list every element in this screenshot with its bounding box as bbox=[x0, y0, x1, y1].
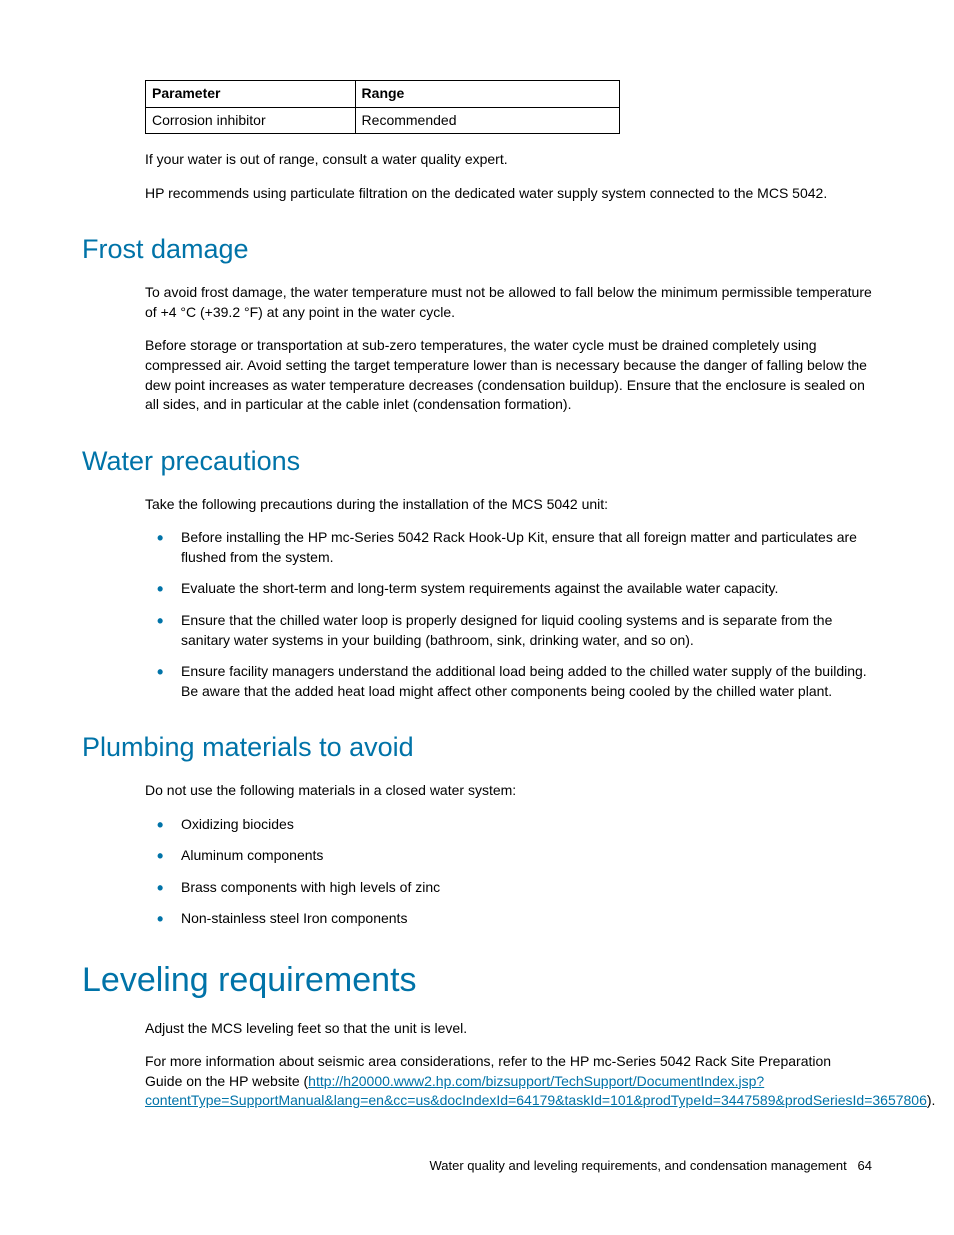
plumbing-materials-heading: Plumbing materials to avoid bbox=[82, 729, 872, 767]
list-item: Ensure that the chilled water loop is pr… bbox=[145, 611, 872, 650]
water-precautions-intro: Take the following precautions during th… bbox=[145, 495, 872, 515]
parameter-table: Parameter Range Corrosion inhibitor Reco… bbox=[145, 80, 620, 134]
footer-page-number: 64 bbox=[858, 1158, 872, 1173]
list-item: Non-stainless steel Iron components bbox=[145, 909, 872, 929]
list-item: Ensure facility managers understand the … bbox=[145, 662, 872, 701]
plumbing-materials-list: Oxidizing biocides Aluminum components B… bbox=[145, 815, 872, 929]
table-row: Corrosion inhibitor Recommended bbox=[146, 107, 620, 134]
list-item: Before installing the HP mc-Series 5042 … bbox=[145, 528, 872, 567]
list-item: Evaluate the short-term and long-term sy… bbox=[145, 579, 872, 599]
page-footer: Water quality and leveling requirements,… bbox=[429, 1157, 872, 1175]
footer-text: Water quality and leveling requirements,… bbox=[429, 1158, 846, 1173]
frost-paragraph-1: To avoid frost damage, the water tempera… bbox=[145, 283, 872, 322]
intro-paragraph-1: If your water is out of range, consult a… bbox=[145, 150, 872, 170]
list-item: Oxidizing biocides bbox=[145, 815, 872, 835]
water-precautions-heading: Water precautions bbox=[82, 443, 872, 481]
table-header-range: Range bbox=[355, 81, 619, 108]
table-cell: Recommended bbox=[355, 107, 619, 134]
leveling-requirements-heading: Leveling requirements bbox=[82, 957, 872, 1005]
frost-damage-heading: Frost damage bbox=[82, 231, 872, 269]
list-item: Brass components with high levels of zin… bbox=[145, 878, 872, 898]
list-item: Aluminum components bbox=[145, 846, 872, 866]
intro-paragraph-2: HP recommends using particulate filtrati… bbox=[145, 184, 872, 204]
leveling-paragraph-2: For more information about seismic area … bbox=[145, 1052, 872, 1111]
water-precautions-list: Before installing the HP mc-Series 5042 … bbox=[145, 528, 872, 701]
leveling-paragraph-1: Adjust the MCS leveling feet so that the… bbox=[145, 1019, 872, 1039]
plumbing-materials-intro: Do not use the following materials in a … bbox=[145, 781, 872, 801]
table-header-parameter: Parameter bbox=[146, 81, 356, 108]
table-cell: Corrosion inhibitor bbox=[146, 107, 356, 134]
leveling-p2-post: ). bbox=[927, 1092, 936, 1108]
frost-paragraph-2: Before storage or transportation at sub-… bbox=[145, 336, 872, 414]
